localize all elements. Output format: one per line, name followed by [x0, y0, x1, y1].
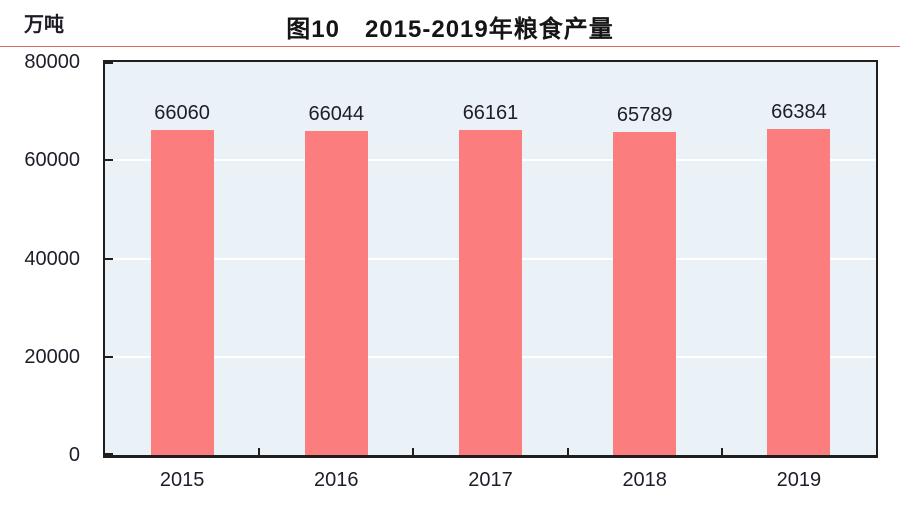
y-tick-label-80000: 80000: [24, 51, 80, 73]
y-tick-label-0: 0: [68, 444, 80, 466]
x-tick-label-2015: 2015: [159, 469, 205, 491]
bar-value-label-2019: 66384: [771, 101, 827, 123]
x-axis-boundary-tick-4: [720, 448, 723, 455]
x-axis-boundary-tick-3: [566, 448, 569, 455]
bar-value-label-2016: 66044: [308, 103, 365, 125]
x-tick-label-2019: 2019: [776, 469, 822, 491]
y-tick-label-40000: 40000: [24, 247, 80, 270]
y-tick-label-60000: 60000: [24, 149, 80, 172]
bar-value-label-2017: 66161: [462, 102, 519, 124]
y-axis-tick-40000: [105, 257, 113, 260]
x-tick-label-2016: 2016: [314, 469, 359, 491]
y-axis-tick-20000: [105, 355, 113, 358]
plot-area: 66060 66044 66161 65789 66384: [103, 60, 878, 458]
x-axis-boundary-tick-2: [412, 448, 415, 455]
bar-value-label-2015: 66060: [154, 102, 210, 124]
bar-2016: [304, 131, 368, 455]
y-axis-tick-0: [105, 453, 113, 455]
x-tick-label-2017: 2017: [468, 469, 513, 491]
chart-title: 图10 2015-2019年粮食产量: [286, 16, 614, 43]
bar-2018: [613, 132, 677, 455]
bar-2019: [767, 129, 831, 455]
title-underline-rule: [0, 46, 900, 47]
x-tick-label-2018: 2018: [622, 469, 667, 491]
y-axis-tick-80000: [105, 62, 113, 64]
bar-2015: [150, 130, 214, 455]
y-axis-unit-label: 万吨: [24, 14, 64, 36]
y-tick-label-20000: 20000: [24, 345, 80, 368]
bar-value-label-2018: 65789: [616, 104, 673, 126]
bar-2017: [459, 130, 522, 455]
y-axis-tick-60000: [105, 159, 113, 162]
x-axis-boundary-tick-1: [258, 448, 261, 455]
